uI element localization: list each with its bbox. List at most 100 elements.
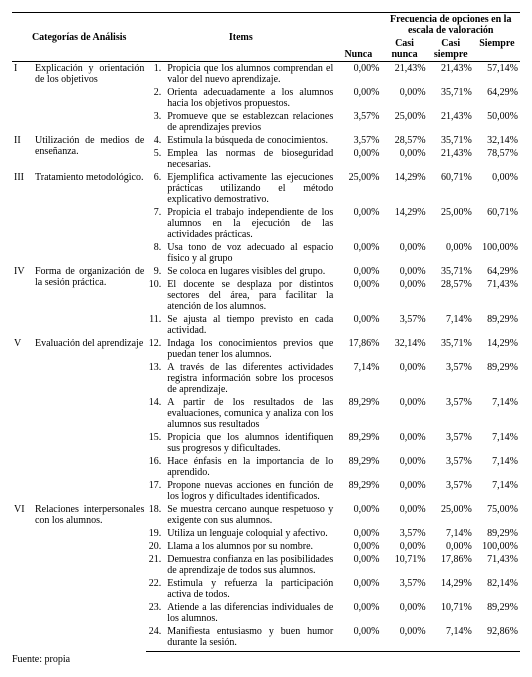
item-number: 6. <box>146 171 165 206</box>
pct-cell: 0,00% <box>381 479 427 503</box>
pct-cell: 0,00% <box>335 265 381 278</box>
item-number: 19. <box>146 527 165 540</box>
pct-cell: 75,00% <box>474 503 520 527</box>
category-name: Evaluación del aprendizaje <box>33 337 146 503</box>
pct-cell: 0,00% <box>335 527 381 540</box>
pct-cell: 14,29% <box>381 171 427 206</box>
pct-cell: 0,00% <box>335 577 381 601</box>
item-text: Atiende a las diferencias individuales d… <box>165 601 335 625</box>
pct-cell: 64,29% <box>474 86 520 110</box>
pct-cell: 0,00% <box>381 86 427 110</box>
pct-cell: 14,29% <box>381 206 427 241</box>
item-number: 12. <box>146 337 165 361</box>
analysis-table: Categorías de Análisis Items Nunca Frecu… <box>12 12 520 652</box>
pct-cell: 10,71% <box>381 553 427 577</box>
pct-cell: 57,14% <box>474 62 520 87</box>
pct-cell: 7,14% <box>428 625 474 652</box>
hdr-nunca: Nunca <box>335 13 381 62</box>
pct-cell: 0,00% <box>335 313 381 337</box>
category-roman: IV <box>12 265 33 337</box>
pct-cell: 21,43% <box>428 147 474 171</box>
pct-cell: 0,00% <box>335 147 381 171</box>
item-text: Se muestra cercano aunque respetuoso y e… <box>165 503 335 527</box>
pct-cell: 89,29% <box>335 455 381 479</box>
pct-cell: 17,86% <box>335 337 381 361</box>
pct-cell: 3,57% <box>381 313 427 337</box>
item-number: 14. <box>146 396 165 431</box>
pct-cell: 35,71% <box>428 337 474 361</box>
item-text: Se ajusta al tiempo previsto en cada act… <box>165 313 335 337</box>
pct-cell: 10,71% <box>428 601 474 625</box>
item-number: 11. <box>146 313 165 337</box>
pct-cell: 25,00% <box>428 206 474 241</box>
pct-cell: 21,43% <box>381 62 427 87</box>
pct-cell: 17,86% <box>428 553 474 577</box>
item-text: Manifiesta entusiasmo y buen humor duran… <box>165 625 335 652</box>
pct-cell: 0,00% <box>428 241 474 265</box>
item-text: Demuestra confianza en las posibilidades… <box>165 553 335 577</box>
pct-cell: 78,57% <box>474 147 520 171</box>
hdr-casi-siempre: Casi siempre <box>428 37 474 62</box>
pct-cell: 71,43% <box>474 553 520 577</box>
item-number: 7. <box>146 206 165 241</box>
item-number: 10. <box>146 278 165 313</box>
pct-cell: 7,14% <box>428 527 474 540</box>
pct-cell: 89,29% <box>474 601 520 625</box>
item-number: 1. <box>146 62 165 87</box>
item-number: 17. <box>146 479 165 503</box>
item-text: A través de las diferentes actividades r… <box>165 361 335 396</box>
pct-cell: 3,57% <box>428 361 474 396</box>
item-number: 8. <box>146 241 165 265</box>
item-text: Ejemplifica activamente las ejecuciones … <box>165 171 335 206</box>
hdr-siempre: Siempre <box>474 37 520 62</box>
item-number: 24. <box>146 625 165 652</box>
item-text: Estimula la búsqueda de conocimientos. <box>165 134 335 147</box>
category-roman: II <box>12 134 33 171</box>
pct-cell: 0,00% <box>474 171 520 206</box>
pct-cell: 0,00% <box>428 540 474 553</box>
pct-cell: 35,71% <box>428 265 474 278</box>
pct-cell: 28,57% <box>428 278 474 313</box>
item-text: Usa tono de voz adecuado al espacio físi… <box>165 241 335 265</box>
pct-cell: 50,00% <box>474 110 520 134</box>
item-number: 18. <box>146 503 165 527</box>
pct-cell: 28,57% <box>381 134 427 147</box>
item-text: Utiliza un lenguaje coloquial y afectivo… <box>165 527 335 540</box>
pct-cell: 0,00% <box>381 540 427 553</box>
item-text: Emplea las normas de bioseguridad necesa… <box>165 147 335 171</box>
item-text: Propicia que los alumnos comprendan el v… <box>165 62 335 87</box>
pct-cell: 32,14% <box>381 337 427 361</box>
pct-cell: 32,14% <box>474 134 520 147</box>
pct-cell: 0,00% <box>335 241 381 265</box>
pct-cell: 0,00% <box>381 503 427 527</box>
item-text: Orienta adecuadamente a los alumnos haci… <box>165 86 335 110</box>
item-text: Promueve que se establezcan relaciones d… <box>165 110 335 134</box>
item-number: 2. <box>146 86 165 110</box>
item-number: 23. <box>146 601 165 625</box>
pct-cell: 21,43% <box>428 62 474 87</box>
pct-cell: 0,00% <box>381 601 427 625</box>
pct-cell: 25,00% <box>381 110 427 134</box>
pct-cell: 21,43% <box>428 110 474 134</box>
item-number: 9. <box>146 265 165 278</box>
item-text: Propone nuevas acciones en función de lo… <box>165 479 335 503</box>
pct-cell: 100,00% <box>474 241 520 265</box>
pct-cell: 0,00% <box>335 503 381 527</box>
pct-cell: 0,00% <box>335 86 381 110</box>
pct-cell: 89,29% <box>335 479 381 503</box>
pct-cell: 71,43% <box>474 278 520 313</box>
item-number: 20. <box>146 540 165 553</box>
pct-cell: 92,86% <box>474 625 520 652</box>
item-number: 3. <box>146 110 165 134</box>
item-number: 13. <box>146 361 165 396</box>
pct-cell: 7,14% <box>474 455 520 479</box>
pct-cell: 0,00% <box>381 396 427 431</box>
pct-cell: 3,57% <box>428 479 474 503</box>
item-number: 16. <box>146 455 165 479</box>
pct-cell: 0,00% <box>335 601 381 625</box>
item-number: 15. <box>146 431 165 455</box>
pct-cell: 7,14% <box>474 431 520 455</box>
pct-cell: 3,57% <box>428 431 474 455</box>
pct-cell: 0,00% <box>335 278 381 313</box>
pct-cell: 100,00% <box>474 540 520 553</box>
